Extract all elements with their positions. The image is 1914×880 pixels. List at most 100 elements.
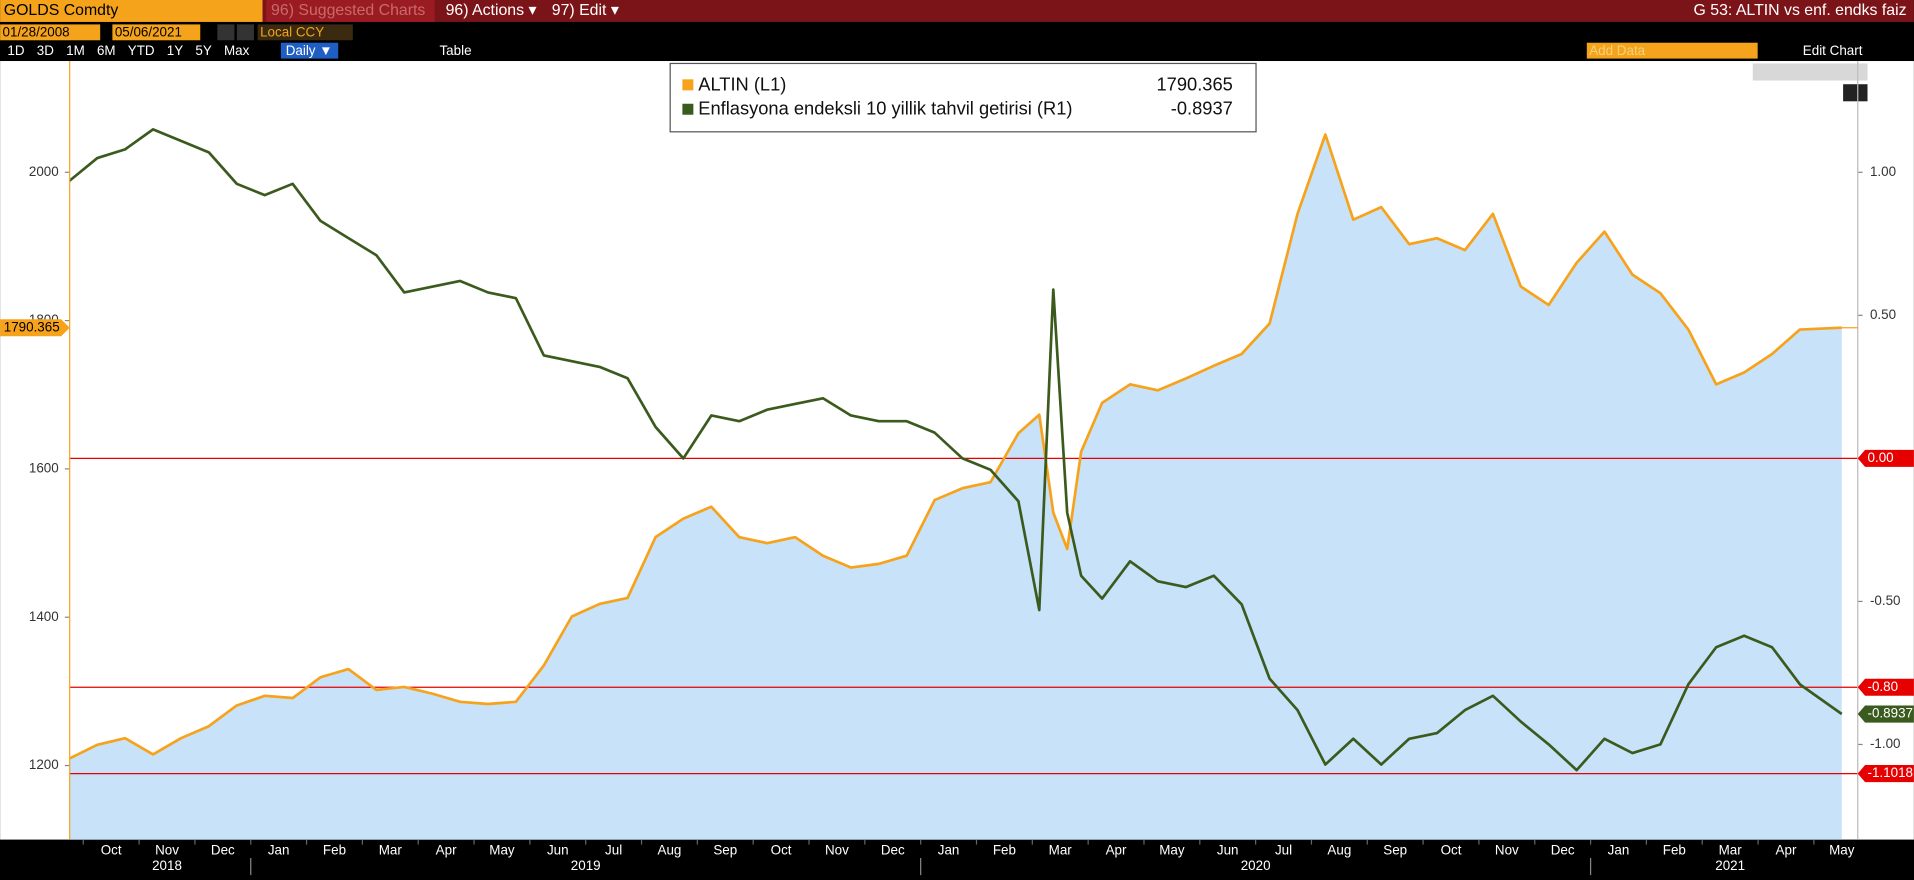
end-box[interactable] xyxy=(112,24,201,41)
y2-tick-label: -0.50 xyxy=(1870,593,1901,608)
y-tick-label: 1400 xyxy=(29,609,59,624)
end-date[interactable]: 05/06/2021 xyxy=(115,25,182,40)
x-tick-label: Dec xyxy=(881,842,905,857)
x-tick-label: Nov xyxy=(1495,842,1519,857)
y-tick-label: 2000 xyxy=(29,164,59,179)
range-button[interactable]: 3D xyxy=(37,43,54,58)
start-date[interactable]: 01/28/2008 xyxy=(3,25,70,40)
legend-label: Enflasyona endeksli 10 yillik tahvil get… xyxy=(698,98,1072,119)
reference-marker xyxy=(1857,678,1914,696)
legend-box xyxy=(669,62,1257,133)
x-tick-label: Oct xyxy=(1441,842,1462,857)
reference-label: -1.1018 xyxy=(1868,765,1913,780)
legend-swatch xyxy=(682,103,694,115)
range-button[interactable]: YTD xyxy=(128,43,155,58)
currency[interactable]: Local CCY xyxy=(260,25,324,40)
table-btn[interactable]: Table xyxy=(439,43,471,58)
tool-btn[interactable] xyxy=(1843,84,1868,102)
reference-marker xyxy=(1857,765,1914,783)
overlay: 120014001600180020001.000.50-0.50-1.000.… xyxy=(0,61,1914,876)
plot xyxy=(69,128,1858,840)
x-tick-label: Apr xyxy=(436,842,457,857)
menu-bar xyxy=(0,0,1914,22)
x-tick-label: Mar xyxy=(379,842,403,857)
x-tick-label: Feb xyxy=(993,842,1016,857)
x-tick-label: May xyxy=(1829,842,1855,857)
range-button[interactable]: 5Y xyxy=(195,43,211,58)
y-tick-label: 1600 xyxy=(29,460,59,475)
x-tick-label: Jun xyxy=(547,842,569,857)
last-value-marker xyxy=(0,319,70,337)
suggested-btn[interactable] xyxy=(266,0,435,22)
start-box[interactable] xyxy=(0,24,101,41)
last-value-label: -0.8937 xyxy=(1868,706,1913,721)
year-label: 2018 xyxy=(152,858,182,873)
x-tick-label: Mar xyxy=(1719,842,1743,857)
y2-tick-label: 0.50 xyxy=(1870,307,1896,322)
line xyxy=(69,133,1842,760)
x-tick-label: Apr xyxy=(1106,842,1127,857)
x-tick-label: Sep xyxy=(713,842,737,857)
add-data-box[interactable] xyxy=(1586,42,1758,59)
reference-label: -0.80 xyxy=(1868,679,1899,694)
y2-tick-label: 1.00 xyxy=(1870,164,1896,179)
year-label: 2019 xyxy=(571,858,601,873)
y-tick-label: 1200 xyxy=(29,757,59,772)
suggested[interactable]: 96) Suggested Charts xyxy=(271,2,425,19)
next-btn[interactable] xyxy=(236,24,254,41)
range-button[interactable]: 1D xyxy=(7,43,24,58)
x-tick-label: Jan xyxy=(1608,842,1630,857)
legend-swatch xyxy=(682,79,694,91)
x-tick-label: Oct xyxy=(771,842,792,857)
x-tick-label: Sep xyxy=(1383,842,1407,857)
frequency[interactable]: Daily ▼ xyxy=(286,43,333,58)
range-button[interactable]: 1M xyxy=(66,43,85,58)
range-button[interactable]: 6M xyxy=(97,43,116,58)
area xyxy=(69,134,1842,840)
last-value-label: 1790.365 xyxy=(4,319,60,334)
legend-label: ALTIN (L1) xyxy=(698,73,786,94)
range-buttons: 1D 3D 1M 6M YTD 1Y 5Y Max xyxy=(7,43,249,58)
x-tick-label: Mar xyxy=(1049,842,1073,857)
x-tick-label: Oct xyxy=(101,842,122,857)
x-tick-label: Aug xyxy=(1327,842,1351,857)
reference-label: 0.00 xyxy=(1868,450,1894,465)
x-tick-label: Jul xyxy=(1275,842,1292,857)
x-tick-label: Nov xyxy=(825,842,849,857)
x-tick-label: Jan xyxy=(938,842,960,857)
x-tick-label: Jan xyxy=(268,842,290,857)
year-label: 2021 xyxy=(1715,858,1745,873)
last-value-marker xyxy=(1857,705,1914,723)
legend: ALTIN (L1) 1790.365 Enflasyona endeksli 10… xyxy=(669,62,1257,133)
x-tick-label: Jul xyxy=(605,842,622,857)
x-tick-label: Dec xyxy=(211,842,235,857)
x-tick-label: May xyxy=(489,842,515,857)
legend-value: 1790.365 xyxy=(1157,73,1233,94)
ccy-box[interactable] xyxy=(257,24,353,41)
year-label: 2020 xyxy=(1241,858,1271,873)
x-tick-label: Aug xyxy=(658,842,682,857)
edit[interactable]: 97) Edit ▾ xyxy=(552,2,619,19)
y2-tick-label: -1.00 xyxy=(1870,736,1901,751)
x-tick-label: Dec xyxy=(1551,842,1575,857)
x-tick-label: Feb xyxy=(1663,842,1686,857)
x-tick-label: Jun xyxy=(1217,842,1239,857)
x-tick-label: Feb xyxy=(323,842,346,857)
edit-chart[interactable]: Edit Chart xyxy=(1803,43,1863,58)
range-button[interactable]: 1Y xyxy=(167,43,183,58)
security[interactable]: GOLDS Comdty xyxy=(4,2,119,19)
freq-box[interactable] xyxy=(280,42,339,59)
add-data[interactable]: Add Data xyxy=(1589,43,1645,58)
chart-tools[interactable] xyxy=(1752,63,1868,81)
chart-title: G 53: ALTIN vs enf. endks faiz xyxy=(1694,2,1907,19)
line xyxy=(69,128,1843,772)
reference-marker xyxy=(1857,449,1914,467)
prev-btn[interactable] xyxy=(217,24,235,41)
range-button[interactable]: Max xyxy=(224,43,250,58)
x-tick-label: Nov xyxy=(155,842,179,857)
security-box[interactable] xyxy=(0,0,263,22)
x-tick-label: May xyxy=(1159,842,1185,857)
actions[interactable]: 96) Actions ▾ xyxy=(446,2,537,19)
